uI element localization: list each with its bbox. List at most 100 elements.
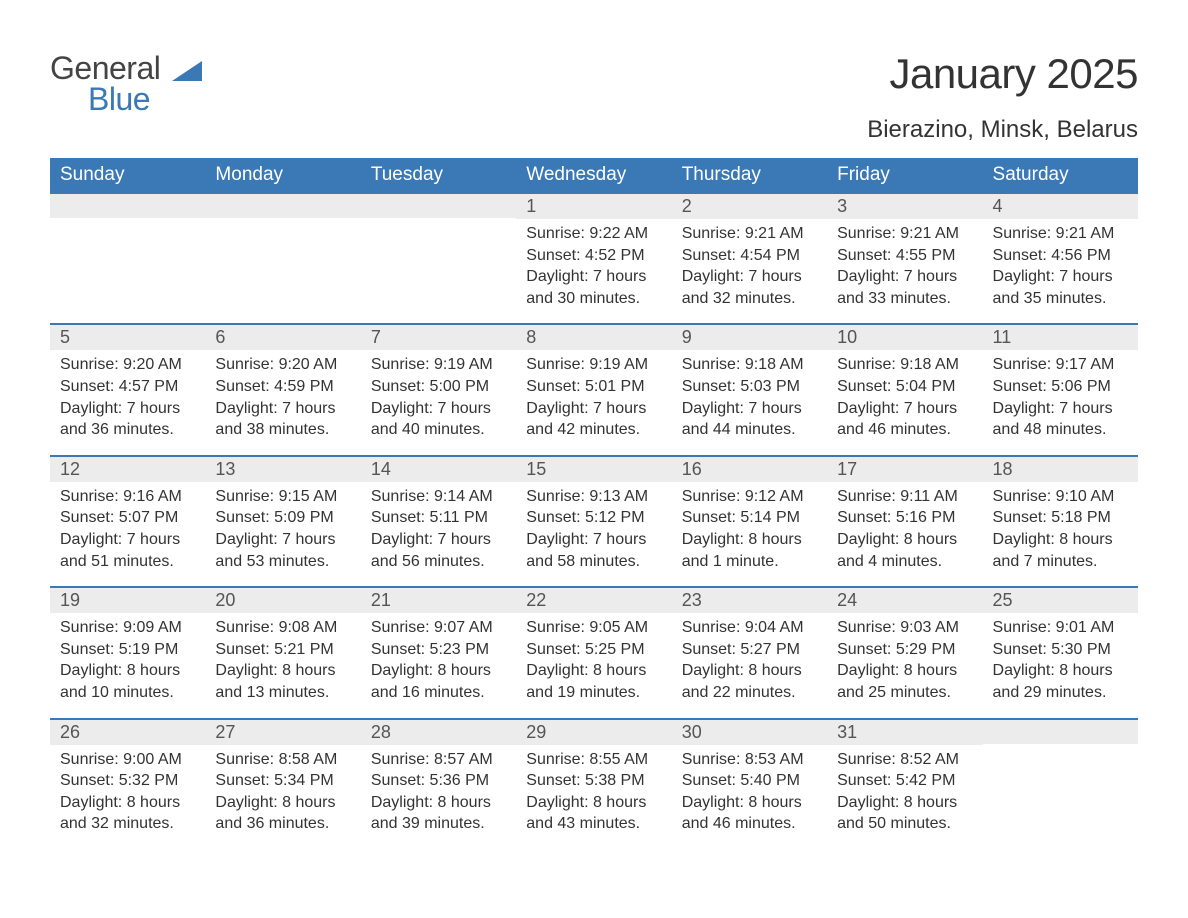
- day-content: Sunrise: 9:20 AMSunset: 4:57 PMDaylight:…: [50, 350, 205, 440]
- day-number: 19: [50, 588, 205, 613]
- day-number: 24: [827, 588, 982, 613]
- day-content: Sunrise: 9:15 AMSunset: 5:09 PMDaylight:…: [205, 482, 360, 572]
- weekday-header: Monday: [205, 158, 360, 192]
- daylight-text: Daylight: 7 hours and 42 minutes.: [526, 398, 661, 441]
- day-cell: 5Sunrise: 9:20 AMSunset: 4:57 PMDaylight…: [50, 325, 205, 454]
- daylight-text: Daylight: 8 hours and 39 minutes.: [371, 792, 506, 835]
- day-number: 18: [983, 457, 1138, 482]
- daylight-text: Daylight: 7 hours and 48 minutes.: [993, 398, 1128, 441]
- day-number: 4: [983, 194, 1138, 219]
- day-content: Sunrise: 9:20 AMSunset: 4:59 PMDaylight:…: [205, 350, 360, 440]
- day-cell: 27Sunrise: 8:58 AMSunset: 5:34 PMDayligh…: [205, 720, 360, 849]
- day-number: [361, 194, 516, 218]
- day-content: Sunrise: 9:09 AMSunset: 5:19 PMDaylight:…: [50, 613, 205, 703]
- day-content: Sunrise: 9:12 AMSunset: 5:14 PMDaylight:…: [672, 482, 827, 572]
- daylight-text: Daylight: 8 hours and 29 minutes.: [993, 660, 1128, 703]
- daylight-text: Daylight: 7 hours and 53 minutes.: [215, 529, 350, 572]
- sunrise-text: Sunrise: 9:19 AM: [526, 354, 661, 376]
- day-number: [205, 194, 360, 218]
- week-row: 12Sunrise: 9:16 AMSunset: 5:07 PMDayligh…: [50, 455, 1138, 586]
- day-cell: [983, 720, 1138, 849]
- day-cell: 31Sunrise: 8:52 AMSunset: 5:42 PMDayligh…: [827, 720, 982, 849]
- daylight-text: Daylight: 8 hours and 19 minutes.: [526, 660, 661, 703]
- logo-triangle-icon: [172, 61, 202, 81]
- weekday-header: Saturday: [983, 158, 1138, 192]
- day-number: 31: [827, 720, 982, 745]
- day-cell: 28Sunrise: 8:57 AMSunset: 5:36 PMDayligh…: [361, 720, 516, 849]
- title-block: January 2025 Bierazino, Minsk, Belarus: [867, 50, 1138, 154]
- sunrise-text: Sunrise: 9:04 AM: [682, 617, 817, 639]
- day-cell: 14Sunrise: 9:14 AMSunset: 5:11 PMDayligh…: [361, 457, 516, 586]
- sunset-text: Sunset: 5:06 PM: [993, 376, 1128, 398]
- sunrise-text: Sunrise: 9:16 AM: [60, 486, 195, 508]
- day-number: 8: [516, 325, 671, 350]
- sunset-text: Sunset: 5:25 PM: [526, 639, 661, 661]
- sunset-text: Sunset: 5:21 PM: [215, 639, 350, 661]
- daylight-text: Daylight: 8 hours and 16 minutes.: [371, 660, 506, 703]
- sunrise-text: Sunrise: 9:01 AM: [993, 617, 1128, 639]
- day-content: Sunrise: 8:52 AMSunset: 5:42 PMDaylight:…: [827, 745, 982, 835]
- weeks-container: 1Sunrise: 9:22 AMSunset: 4:52 PMDaylight…: [50, 192, 1138, 849]
- sunrise-text: Sunrise: 8:55 AM: [526, 749, 661, 771]
- day-cell: 30Sunrise: 8:53 AMSunset: 5:40 PMDayligh…: [672, 720, 827, 849]
- sunset-text: Sunset: 5:42 PM: [837, 770, 972, 792]
- sunset-text: Sunset: 5:00 PM: [371, 376, 506, 398]
- sunrise-text: Sunrise: 9:17 AM: [993, 354, 1128, 376]
- week-row: 26Sunrise: 9:00 AMSunset: 5:32 PMDayligh…: [50, 718, 1138, 849]
- day-content: Sunrise: 9:21 AMSunset: 4:56 PMDaylight:…: [983, 219, 1138, 309]
- sunset-text: Sunset: 5:19 PM: [60, 639, 195, 661]
- day-cell: 24Sunrise: 9:03 AMSunset: 5:29 PMDayligh…: [827, 588, 982, 717]
- day-cell: [361, 194, 516, 323]
- day-cell: 13Sunrise: 9:15 AMSunset: 5:09 PMDayligh…: [205, 457, 360, 586]
- sunset-text: Sunset: 5:04 PM: [837, 376, 972, 398]
- sunrise-text: Sunrise: 9:18 AM: [682, 354, 817, 376]
- day-cell: [50, 194, 205, 323]
- sunset-text: Sunset: 4:55 PM: [837, 245, 972, 267]
- daylight-text: Daylight: 7 hours and 51 minutes.: [60, 529, 195, 572]
- sunrise-text: Sunrise: 9:20 AM: [215, 354, 350, 376]
- day-cell: 10Sunrise: 9:18 AMSunset: 5:04 PMDayligh…: [827, 325, 982, 454]
- sunrise-text: Sunrise: 9:13 AM: [526, 486, 661, 508]
- day-number: 27: [205, 720, 360, 745]
- day-content: Sunrise: 9:21 AMSunset: 4:54 PMDaylight:…: [672, 219, 827, 309]
- sunset-text: Sunset: 5:01 PM: [526, 376, 661, 398]
- day-cell: 7Sunrise: 9:19 AMSunset: 5:00 PMDaylight…: [361, 325, 516, 454]
- daylight-text: Daylight: 8 hours and 50 minutes.: [837, 792, 972, 835]
- day-content: Sunrise: 8:58 AMSunset: 5:34 PMDaylight:…: [205, 745, 360, 835]
- header-region: General Blue January 2025 Bierazino, Min…: [50, 50, 1138, 154]
- calendar-table: SundayMondayTuesdayWednesdayThursdayFrid…: [50, 158, 1138, 849]
- daylight-text: Daylight: 8 hours and 32 minutes.: [60, 792, 195, 835]
- day-number: 20: [205, 588, 360, 613]
- day-content: Sunrise: 9:13 AMSunset: 5:12 PMDaylight:…: [516, 482, 671, 572]
- day-cell: 23Sunrise: 9:04 AMSunset: 5:27 PMDayligh…: [672, 588, 827, 717]
- daylight-text: Daylight: 8 hours and 4 minutes.: [837, 529, 972, 572]
- brand-part2: Blue: [88, 81, 202, 118]
- sunrise-text: Sunrise: 9:15 AM: [215, 486, 350, 508]
- day-content: Sunrise: 9:07 AMSunset: 5:23 PMDaylight:…: [361, 613, 516, 703]
- sunrise-text: Sunrise: 9:21 AM: [682, 223, 817, 245]
- day-number: 15: [516, 457, 671, 482]
- location-label: Bierazino, Minsk, Belarus: [867, 116, 1138, 144]
- day-number: [983, 720, 1138, 744]
- day-cell: 15Sunrise: 9:13 AMSunset: 5:12 PMDayligh…: [516, 457, 671, 586]
- sunrise-text: Sunrise: 9:09 AM: [60, 617, 195, 639]
- weekday-header: Wednesday: [516, 158, 671, 192]
- day-cell: 21Sunrise: 9:07 AMSunset: 5:23 PMDayligh…: [361, 588, 516, 717]
- day-content: Sunrise: 8:53 AMSunset: 5:40 PMDaylight:…: [672, 745, 827, 835]
- day-number: 25: [983, 588, 1138, 613]
- day-content: Sunrise: 8:55 AMSunset: 5:38 PMDaylight:…: [516, 745, 671, 835]
- sunset-text: Sunset: 4:52 PM: [526, 245, 661, 267]
- day-cell: 19Sunrise: 9:09 AMSunset: 5:19 PMDayligh…: [50, 588, 205, 717]
- sunrise-text: Sunrise: 9:12 AM: [682, 486, 817, 508]
- daylight-text: Daylight: 7 hours and 33 minutes.: [837, 266, 972, 309]
- daylight-text: Daylight: 7 hours and 44 minutes.: [682, 398, 817, 441]
- page-title: January 2025: [867, 50, 1138, 98]
- day-content: Sunrise: 9:01 AMSunset: 5:30 PMDaylight:…: [983, 613, 1138, 703]
- sunrise-text: Sunrise: 9:03 AM: [837, 617, 972, 639]
- sunset-text: Sunset: 5:18 PM: [993, 507, 1128, 529]
- day-cell: [205, 194, 360, 323]
- day-number: 10: [827, 325, 982, 350]
- day-content: Sunrise: 9:05 AMSunset: 5:25 PMDaylight:…: [516, 613, 671, 703]
- day-cell: 25Sunrise: 9:01 AMSunset: 5:30 PMDayligh…: [983, 588, 1138, 717]
- day-content: Sunrise: 9:18 AMSunset: 5:04 PMDaylight:…: [827, 350, 982, 440]
